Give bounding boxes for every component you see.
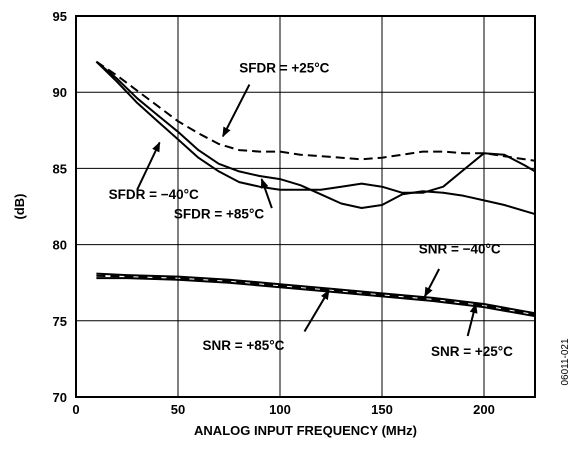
annotation-label: SFDR = +25°C xyxy=(239,60,329,75)
y-tick-label: 95 xyxy=(53,9,67,24)
annotation-arrow xyxy=(260,178,273,209)
x-tick-label: 50 xyxy=(171,402,185,417)
series-line-2 xyxy=(95,60,536,216)
series-lines xyxy=(95,60,536,318)
series-line-3 xyxy=(96,272,536,315)
annotation-label: SNR = +25°C xyxy=(431,344,513,359)
x-tick-label: 100 xyxy=(269,402,291,417)
tick-labels: 0 50 100 150 200 95 90 85 80 75 70 xyxy=(53,9,495,417)
series-line-4 xyxy=(96,277,536,318)
annotation-arrow xyxy=(466,303,478,337)
annotation-arrow xyxy=(423,268,441,298)
annotation-arrow xyxy=(221,84,251,138)
y-tick-label: 75 xyxy=(53,314,67,329)
y-axis-label: (dB) xyxy=(12,194,27,220)
x-tick-label: 150 xyxy=(371,402,393,417)
annotation-label: SNR = +85°C xyxy=(202,338,284,353)
y-tick-label: 80 xyxy=(53,238,67,253)
annotation-label: SNR = −40°C xyxy=(419,242,501,257)
x-tick-label: 0 xyxy=(72,402,79,417)
annotations: SFDR = +25°C SFDR = −40°C SFDR = +85°C SNR … xyxy=(109,60,514,358)
y-tick-label: 70 xyxy=(53,390,67,405)
x-tick-label: 200 xyxy=(473,402,495,417)
annotation-label: SFDR = +85°C xyxy=(174,207,264,222)
grid xyxy=(76,16,535,397)
plot-frame xyxy=(75,15,536,398)
series-line-5 xyxy=(96,274,536,316)
figure-id: 06011-021 xyxy=(560,338,571,386)
series-line-1 xyxy=(95,60,536,194)
x-axis-label: ANALOG INPUT FREQUENCY (MHz) xyxy=(194,423,417,438)
series-line-0 xyxy=(95,60,536,162)
y-tick-label: 85 xyxy=(53,161,67,176)
annotation-arrow xyxy=(303,289,330,332)
annotation-label: SFDR = −40°C xyxy=(109,187,199,202)
y-tick-label: 90 xyxy=(53,85,67,100)
annotation-arrow xyxy=(136,141,161,191)
